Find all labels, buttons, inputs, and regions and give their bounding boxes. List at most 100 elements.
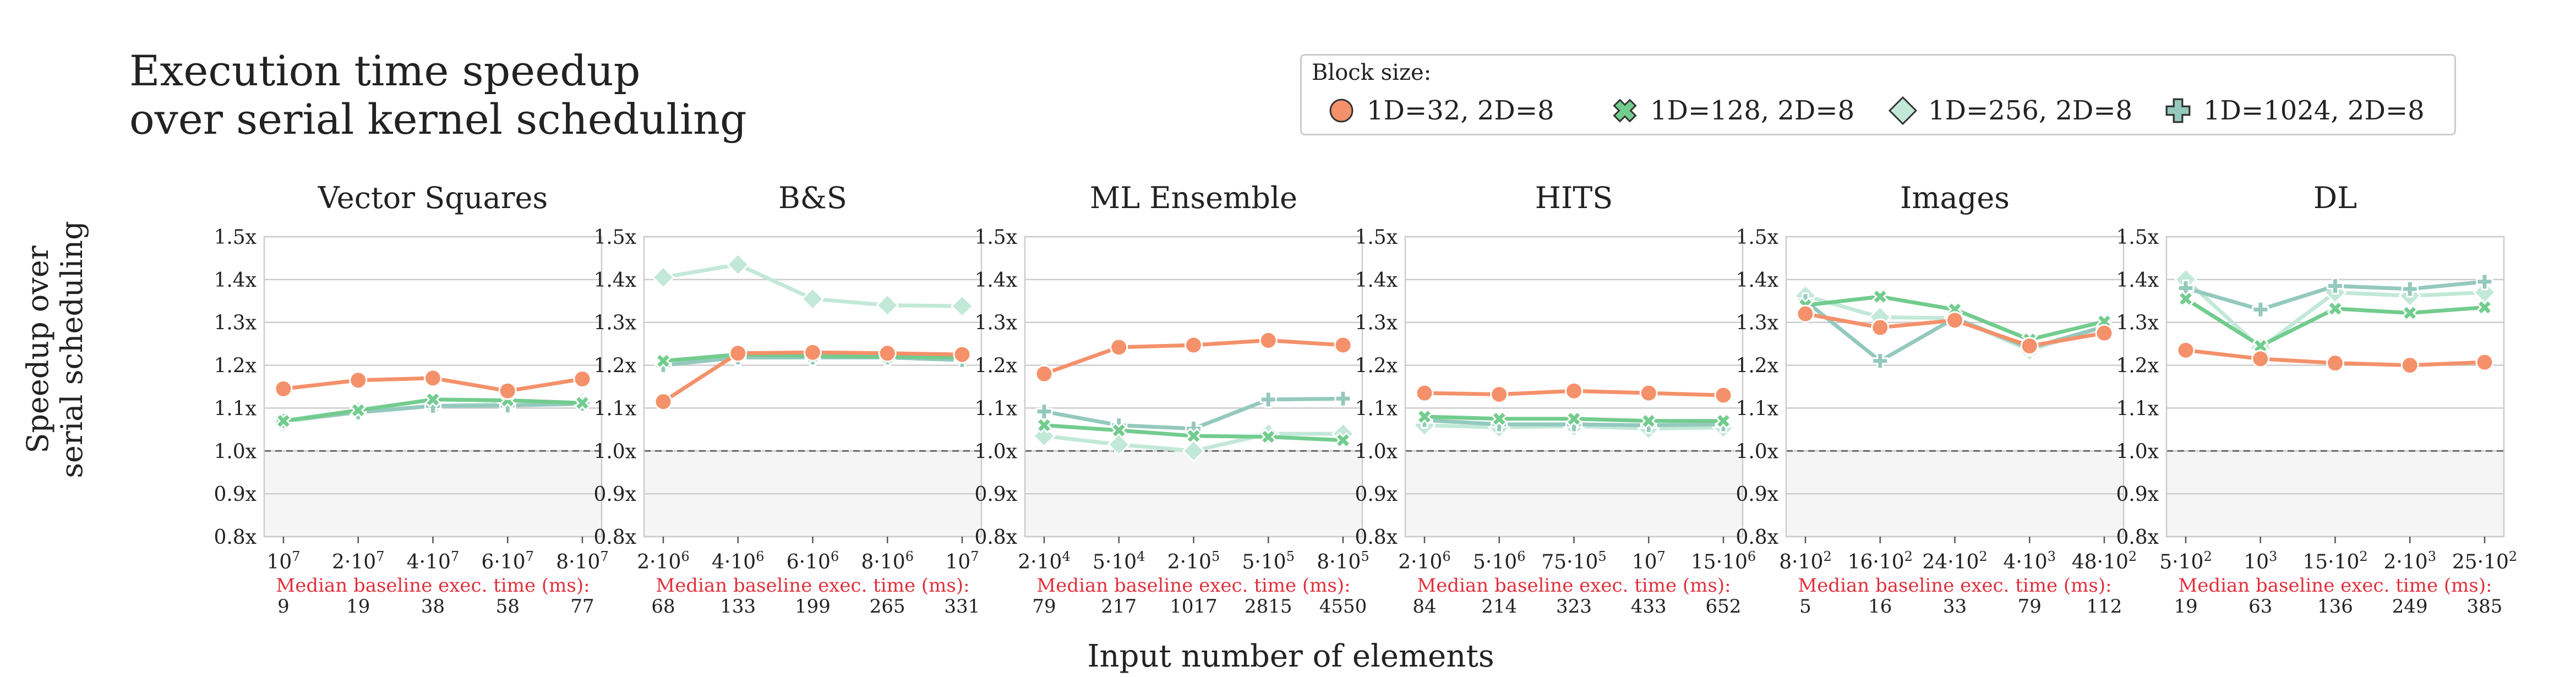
data-point bbox=[498, 381, 517, 400]
figure-title-line2: over serial kernel scheduling bbox=[129, 95, 747, 144]
x-tick-label: 107 bbox=[266, 549, 300, 574]
data-point bbox=[950, 294, 974, 318]
baseline-caption: Median baseline exec. time (ms): bbox=[1798, 575, 2111, 597]
baseline-ms-value: 433 bbox=[1631, 596, 1667, 618]
baseline-ms-value: 199 bbox=[795, 596, 831, 618]
legend-marker-circle-icon bbox=[1329, 99, 1354, 123]
x-axis-label: Input number of elements bbox=[1087, 638, 1494, 674]
x-tick-label: 2·107 bbox=[332, 549, 384, 574]
x-tick-label: 16·102 bbox=[1848, 549, 1913, 574]
y-tick-label: 1.0x bbox=[1355, 440, 1398, 463]
y-tick-label: 1.4x bbox=[974, 269, 1017, 292]
data-point bbox=[876, 293, 899, 317]
data-point bbox=[1565, 410, 1582, 428]
y-tick-label: 1.5x bbox=[593, 226, 636, 249]
data-point bbox=[1334, 432, 1352, 449]
y-tick-label: 1.5x bbox=[1735, 226, 1778, 249]
y-tick-label: 1.1x bbox=[1355, 397, 1398, 420]
baseline-ms-value: 84 bbox=[1412, 596, 1436, 618]
data-point bbox=[729, 344, 747, 363]
data-point bbox=[1946, 311, 1964, 330]
y-tick-label: 1.0x bbox=[593, 440, 636, 463]
data-point bbox=[1334, 336, 1352, 354]
data-point bbox=[1565, 381, 1583, 400]
baseline-ms-value: 2815 bbox=[1245, 596, 1292, 618]
y-tick-label: 1.3x bbox=[974, 312, 1017, 335]
baseline-ms-value: 63 bbox=[2248, 596, 2272, 618]
baseline-ms-value: 331 bbox=[945, 596, 980, 618]
data-point bbox=[1640, 412, 1657, 429]
data-point bbox=[1490, 385, 1509, 404]
y-tick-label: 1.1x bbox=[593, 397, 636, 420]
data-point bbox=[953, 345, 972, 364]
baseline-ms-value: 249 bbox=[2392, 596, 2428, 618]
y-tick-label: 1.5x bbox=[214, 226, 256, 249]
x-tick-label: 2·106 bbox=[1398, 549, 1450, 574]
y-tick-label: 1.4x bbox=[214, 269, 256, 292]
data-point bbox=[2326, 354, 2344, 373]
y-tick-label: 1.5x bbox=[2116, 226, 2159, 249]
data-point bbox=[2177, 290, 2195, 308]
data-point bbox=[1416, 408, 1433, 425]
data-point bbox=[2327, 300, 2344, 317]
chart-panel: 0.8x 0.9x 1.0x 1.1x 1.2x 1.3x 1.4x 1.5x Images 8·… bbox=[1735, 181, 2137, 618]
baseline-ms-value: 214 bbox=[1481, 596, 1517, 618]
data-point bbox=[2095, 324, 2114, 342]
figure-title-line1: Execution time speedup bbox=[129, 46, 641, 95]
data-point bbox=[1715, 412, 1732, 429]
x-tick-label: 2·104 bbox=[1018, 549, 1070, 574]
data-point bbox=[1185, 336, 1203, 354]
y-tick-label: 1.2x bbox=[974, 355, 1017, 378]
data-point bbox=[1334, 390, 1352, 407]
baseline-ms-value: 265 bbox=[870, 596, 905, 618]
panel-title: HITS bbox=[1535, 181, 1613, 215]
legend-item-bs128: 1D=128, 2D=8 bbox=[1607, 95, 1854, 126]
x-tick-label: 2·105 bbox=[1167, 549, 1220, 574]
chart-panel: 0.8x 0.9x 1.0x 1.1x 1.2x 1.3x 1.4x 1.5x Vector S… bbox=[214, 181, 608, 618]
data-point bbox=[801, 287, 825, 311]
data-point bbox=[1110, 338, 1128, 357]
data-point bbox=[1182, 439, 1205, 463]
baseline-ms-value: 38 bbox=[421, 596, 445, 618]
baseline-ms-value: 9 bbox=[277, 596, 290, 618]
y-tick-label: 1.1x bbox=[2116, 397, 2159, 420]
legend-label: 1D=1024, 2D=8 bbox=[2203, 95, 2425, 126]
baseline-ms-value: 79 bbox=[2018, 596, 2042, 618]
baseline-ms-value: 217 bbox=[1101, 596, 1137, 618]
x-tick-label: 4·106 bbox=[712, 549, 764, 574]
data-point bbox=[1639, 384, 1658, 402]
data-point bbox=[1035, 417, 1053, 434]
baseline-ms-value: 68 bbox=[651, 596, 675, 618]
panel-title: ML Ensemble bbox=[1090, 181, 1297, 215]
data-point bbox=[2327, 277, 2344, 295]
legend-marker-plus-icon bbox=[2165, 98, 2191, 123]
baseline-ms-value: 112 bbox=[2087, 596, 2122, 618]
baseline-ms-value: 385 bbox=[2467, 596, 2503, 618]
data-point bbox=[573, 369, 592, 388]
data-point bbox=[1871, 352, 1889, 370]
data-point bbox=[726, 253, 750, 276]
baseline-ms-value: 79 bbox=[1032, 596, 1056, 618]
data-point bbox=[2476, 299, 2493, 316]
data-point bbox=[1714, 386, 1733, 405]
data-point bbox=[574, 394, 591, 412]
x-tick-label: 107 bbox=[945, 549, 979, 574]
x-tick-label: 6·107 bbox=[482, 549, 534, 574]
y-tick-label: 1.2x bbox=[593, 355, 636, 378]
baseline-ms-value: 136 bbox=[2317, 596, 2353, 618]
y-tick-label: 1.0x bbox=[1735, 440, 1778, 463]
baseline-ms-value: 19 bbox=[2174, 596, 2197, 618]
data-point bbox=[1415, 384, 1434, 402]
data-point bbox=[804, 343, 822, 362]
baseline-caption: Median baseline exec. time (ms): bbox=[1036, 575, 1350, 597]
chart-panel: 0.8x 0.9x 1.0x 1.1x 1.2x 1.3x 1.4x 1.5x ML Ensem… bbox=[974, 181, 1369, 618]
y-tick-label: 1.2x bbox=[2116, 355, 2159, 378]
data-point bbox=[2020, 337, 2039, 356]
baseline-ms-value: 1017 bbox=[1170, 596, 1218, 618]
baseline-ms-value: 58 bbox=[496, 596, 520, 618]
data-point bbox=[424, 369, 442, 387]
data-point bbox=[2252, 301, 2269, 318]
y-tick-label: 1.4x bbox=[593, 269, 636, 292]
y-tick-label: 1.4x bbox=[2116, 269, 2159, 292]
baseline-ms-value: 77 bbox=[570, 596, 594, 618]
